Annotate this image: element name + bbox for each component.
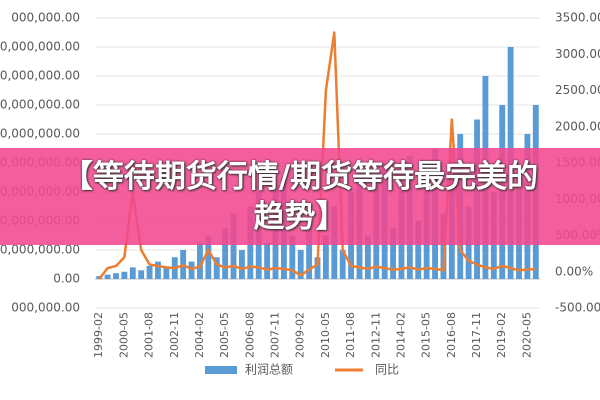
x-tick-label: 2011-08	[344, 312, 357, 358]
y-tick-label: 000,000.00	[11, 301, 80, 315]
bar	[155, 261, 161, 279]
bar	[129, 267, 136, 279]
y2-tick-label: 3500.00%	[555, 11, 600, 25]
bar	[322, 235, 329, 279]
y-tick-label: 0,000,000.00	[0, 69, 80, 83]
x-tick-label: 2010-05	[319, 312, 332, 358]
y-tick-label: 0.00	[53, 272, 80, 286]
x-tick-label: 2001-08	[143, 312, 156, 358]
bar	[138, 270, 145, 279]
legend-swatch	[205, 366, 237, 374]
x-tick-label: 2000-05	[117, 312, 130, 358]
y-tick-label: 0,000,000.00	[0, 127, 80, 141]
bar	[121, 271, 128, 279]
x-tick-label: 2020-05	[520, 312, 533, 358]
y-tick-label: 0,000,000.00	[0, 98, 80, 112]
y2-tick-label: 3000.00%	[555, 47, 600, 61]
bar	[390, 228, 397, 279]
bar	[104, 274, 111, 279]
y-tick-label: 0,000,000.00	[0, 243, 80, 257]
x-tick-label: 2016-08	[445, 312, 458, 358]
bar	[364, 235, 371, 279]
bar	[230, 213, 237, 279]
bar	[238, 250, 245, 279]
bar	[297, 250, 304, 279]
x-tick-label: 2004-02	[193, 312, 206, 358]
bar	[289, 235, 296, 279]
x-tick-label: 2006-08	[243, 312, 256, 358]
bar	[113, 273, 119, 279]
bar	[415, 221, 422, 279]
x-tick-label: 2007-11	[269, 312, 282, 358]
legend-label: 同比	[375, 363, 399, 377]
x-tick-label: 2009-02	[294, 312, 307, 358]
bar	[314, 257, 321, 279]
x-tick-label: 2002-11	[168, 312, 181, 358]
x-tick-label: 2014-02	[394, 312, 407, 358]
bar	[205, 235, 212, 279]
x-tick-label: 2017-11	[470, 312, 483, 358]
bar	[163, 267, 170, 279]
y-tick-label: 0,000,000.00	[0, 40, 80, 54]
line	[98, 31, 536, 280]
x-tick-label: 2015-05	[420, 312, 433, 358]
bar	[339, 250, 346, 279]
bar	[264, 242, 271, 279]
x-tick-label: 2005-05	[218, 312, 231, 358]
y2-tick-label: 2000.00%	[555, 119, 600, 133]
bar	[306, 221, 313, 279]
y2-tick-label: 0.00%	[555, 264, 593, 278]
bar	[197, 242, 203, 279]
banner: 【等待期货行情/期货等待最完美的趋势】	[0, 148, 600, 245]
bar	[188, 261, 195, 279]
x-tick-label: 2012-11	[369, 312, 382, 358]
bar	[213, 257, 220, 279]
y2-tick-label: -500.00%	[555, 301, 600, 315]
legend-label: 利润总额	[245, 363, 293, 377]
x-tick-label: 1999-02	[92, 312, 105, 358]
x-tick-label: 2019-02	[495, 312, 508, 358]
bar	[440, 213, 447, 279]
banner-text: 【等待期货行情/期货等待最完美的趋势】	[61, 158, 539, 235]
y-tick-label: 000,000.00	[11, 11, 80, 25]
y2-tick-label: 2500.00%	[555, 83, 600, 97]
bar	[146, 265, 153, 279]
bar	[222, 228, 229, 279]
